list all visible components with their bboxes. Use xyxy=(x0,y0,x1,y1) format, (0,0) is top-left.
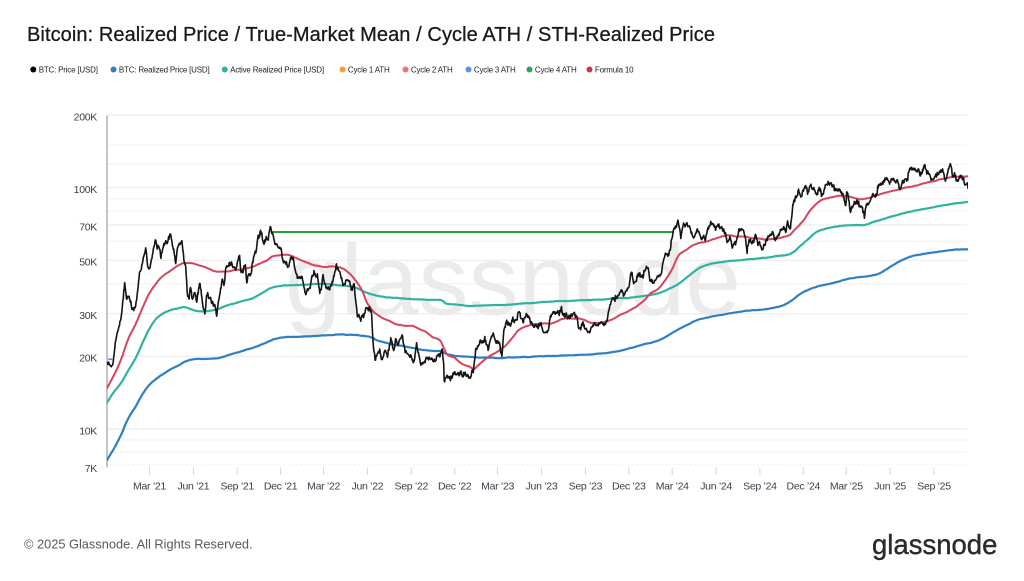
svg-text:Dec ’24: Dec ’24 xyxy=(787,481,821,493)
svg-text:Jun ’25: Jun ’25 xyxy=(874,481,906,493)
svg-text:Mar ’25: Mar ’25 xyxy=(830,481,863,493)
svg-text:BTC: Price [USD]: BTC: Price [USD] xyxy=(39,65,98,74)
svg-text:Active Realized Price [USD]: Active Realized Price [USD] xyxy=(230,65,324,74)
svg-text:BTC: Realized Price [USD]: BTC: Realized Price [USD] xyxy=(119,65,210,74)
svg-text:Sep ’22: Sep ’22 xyxy=(395,481,429,493)
svg-text:Formula 10: Formula 10 xyxy=(595,65,634,74)
svg-text:Sep ’23: Sep ’23 xyxy=(569,481,603,493)
svg-text:7K: 7K xyxy=(85,463,98,475)
svg-text:Sep ’24: Sep ’24 xyxy=(743,481,777,493)
svg-text:Dec ’23: Dec ’23 xyxy=(612,481,646,493)
svg-text:Cycle 2 ATH: Cycle 2 ATH xyxy=(411,65,453,74)
svg-text:Mar ’24: Mar ’24 xyxy=(656,481,689,493)
svg-text:Cycle 1 ATH: Cycle 1 ATH xyxy=(348,65,390,74)
svg-text:30K: 30K xyxy=(79,310,97,322)
svg-text:70K: 70K xyxy=(79,221,97,233)
svg-text:100K: 100K xyxy=(74,184,98,196)
svg-text:200K: 200K xyxy=(74,111,98,123)
svg-text:Mar ’21: Mar ’21 xyxy=(133,481,166,493)
svg-text:Cycle 4 ATH: Cycle 4 ATH xyxy=(535,65,577,74)
svg-text:Jun ’22: Jun ’22 xyxy=(352,481,384,493)
svg-text:Jun ’23: Jun ’23 xyxy=(526,481,558,493)
svg-text:Jun ’21: Jun ’21 xyxy=(178,481,210,493)
svg-text:Sep ’21: Sep ’21 xyxy=(220,481,254,493)
svg-text:Mar ’23: Mar ’23 xyxy=(481,481,514,493)
svg-text:Mar ’22: Mar ’22 xyxy=(307,481,340,493)
svg-text:10K: 10K xyxy=(79,425,97,437)
svg-text:20K: 20K xyxy=(79,353,97,365)
svg-text:Jun ’24: Jun ’24 xyxy=(700,481,732,493)
svg-text:Dec ’22: Dec ’22 xyxy=(438,481,472,493)
svg-text:Cycle 3 ATH: Cycle 3 ATH xyxy=(474,65,516,74)
svg-text:Dec ’21: Dec ’21 xyxy=(264,481,298,493)
svg-text:50K: 50K xyxy=(79,257,97,269)
svg-text:Bitcoin: Realized Price / True: Bitcoin: Realized Price / True-Market Me… xyxy=(27,24,715,46)
svg-text:© 2025 Glassnode. All Rights R: © 2025 Glassnode. All Rights Reserved. xyxy=(24,537,253,552)
svg-text:glassnode: glassnode xyxy=(872,529,997,560)
svg-text:Sep ’25: Sep ’25 xyxy=(917,481,951,493)
